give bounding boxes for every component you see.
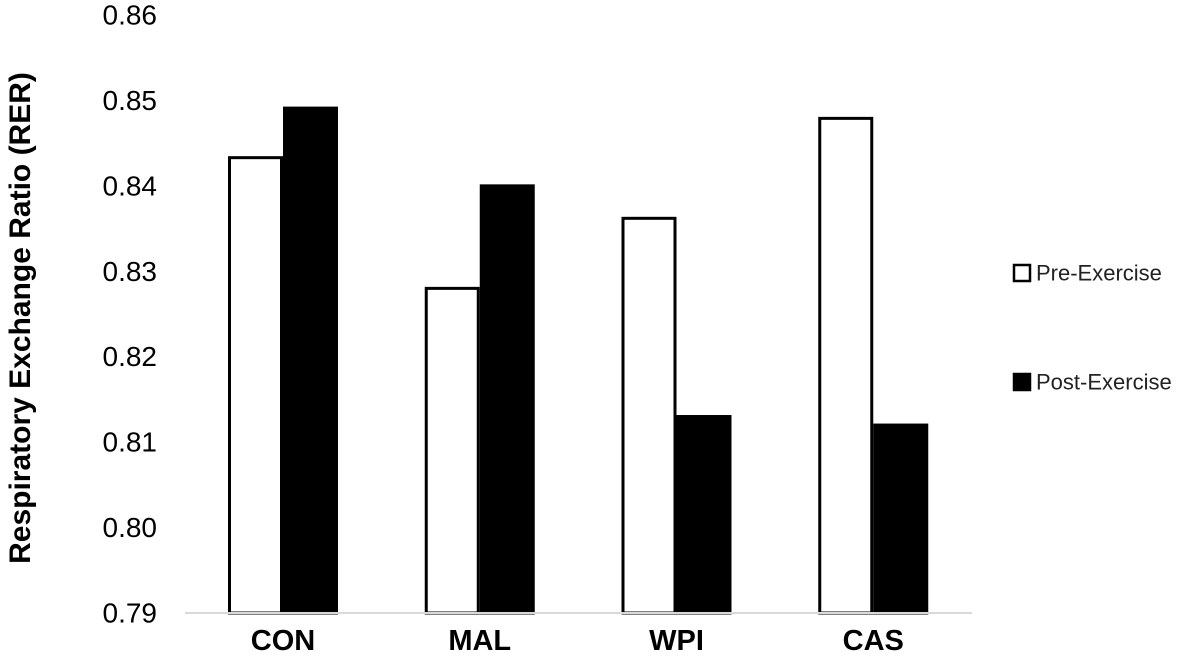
bars <box>228 106 929 615</box>
y-tick-label: 0.81 <box>103 427 158 458</box>
y-tick-label: 0.83 <box>103 256 158 287</box>
x-category-label: WPI <box>649 625 704 657</box>
legend-label: Post-Exercise <box>1036 370 1172 395</box>
bar-mal-pre-exercise <box>424 286 480 615</box>
legend-swatch-post-exercise <box>1012 372 1032 392</box>
y-axis-ticks: 0.79 0.80 0.81 0.82 0.83 0.84 0.85 0.86 <box>103 0 158 629</box>
legend: Pre-Exercise Post-Exercise <box>1012 261 1172 395</box>
y-tick-label: 0.85 <box>103 85 158 116</box>
y-tick-label: 0.84 <box>103 170 158 201</box>
bar-con-pre-exercise <box>228 156 283 615</box>
y-tick-label: 0.80 <box>103 512 158 543</box>
y-axis-label: Respiratory Exchange Ratio (RER) <box>4 72 37 564</box>
legend-label: Pre-Exercise <box>1036 261 1162 286</box>
x-category-label: CAS <box>843 625 904 657</box>
y-tick-label: 0.86 <box>103 0 158 31</box>
bar-wpi-pre-exercise <box>621 216 677 615</box>
bar-cas-post-exercise <box>873 423 929 615</box>
y-tick-label: 0.79 <box>103 598 158 629</box>
x-axis-labels: CON MAL WPI CAS <box>251 625 904 657</box>
x-category-label: CON <box>251 625 315 657</box>
bar-cas-pre-exercise <box>818 116 874 615</box>
x-category-label: MAL <box>448 625 511 657</box>
y-tick-label: 0.82 <box>103 341 158 372</box>
bar-con-post-exercise <box>283 106 338 615</box>
bar-mal-post-exercise <box>479 184 535 615</box>
legend-swatch-pre-exercise <box>1012 263 1032 283</box>
bar-wpi-post-exercise <box>676 415 732 615</box>
